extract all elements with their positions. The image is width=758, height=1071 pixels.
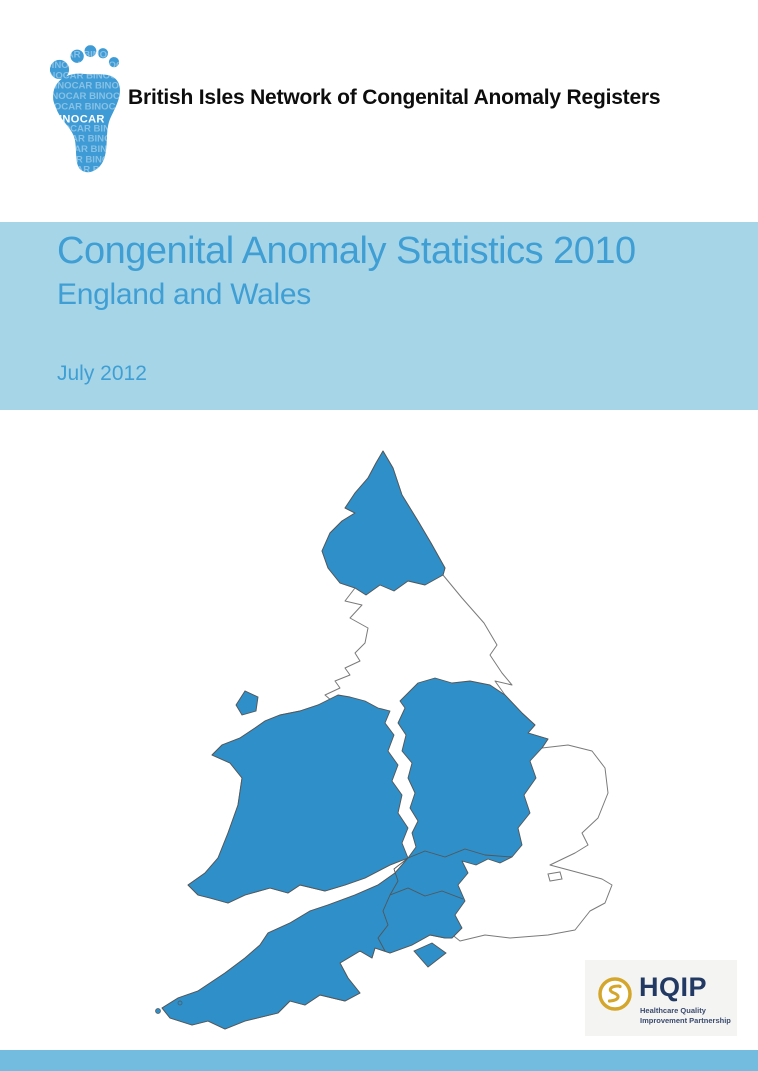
logo-pattern-text: BINOCAR BINOCAR	[39, 70, 131, 81]
logo-pattern-text: BINOCAR BINOCAR	[45, 60, 134, 71]
england-wales-map	[150, 433, 615, 1045]
report-title: Congenital Anomaly Statistics 2010	[57, 230, 636, 272]
logo-pattern-text: BINOCAR BINOCAR	[38, 154, 130, 165]
region-northern	[321, 450, 446, 596]
footer-bar	[0, 1050, 758, 1071]
logo-pattern-text: BINOCAR BINOCAR	[46, 123, 134, 134]
region-wales	[187, 694, 409, 904]
anglesey-island	[235, 690, 259, 716]
region-south-midlands	[161, 677, 549, 1030]
report-subtitle: England and Wales	[57, 278, 311, 311]
logo-pattern-text: BINOCAR BINOCAR	[43, 144, 134, 155]
binocar-footprint-logo: BINOCAR BINOCAR BINOCAR BINOCAR BINOCAR …	[38, 40, 134, 180]
logo-pattern-text: BINOCAR BINOCAR	[42, 91, 134, 102]
hqip-tagline: Healthcare Quality Improvement Partnersh…	[640, 1006, 731, 1026]
logo-main-text: BINOCAR	[51, 114, 105, 126]
hqip-acronym: HQIP	[639, 972, 708, 1002]
hqip-circle-icon	[597, 976, 633, 1012]
logo-pattern-text: BINOCAR BINOCAR	[38, 50, 128, 61]
sheppey-island	[547, 871, 563, 882]
logo-pattern-text: BINOCAR BINOCAR	[48, 81, 134, 92]
hqip-logo: HQIP Healthcare Quality Improvement Part…	[585, 960, 737, 1036]
hqip-tagline-line2: Improvement Partnership	[640, 1016, 731, 1025]
logo-pattern-text: BINOCAR BINOCAR	[38, 101, 129, 112]
organisation-title: British Isles Network of Congenital Anom…	[128, 86, 661, 109]
report-date: July 2012	[57, 362, 147, 385]
hqip-tagline-line1: Healthcare Quality	[640, 1006, 706, 1015]
isle-of-wight	[413, 942, 447, 968]
scilly-isles	[177, 1000, 183, 1006]
logo-pattern-text: BINOCAR BINOCAR	[45, 165, 134, 176]
region-internal-borders	[377, 848, 513, 952]
logo-pattern-text: BINOCAR BINOCAR	[40, 134, 132, 145]
title-banner: Congenital Anomaly Statistics 2010 Engla…	[0, 222, 758, 410]
england-wales-map-graphic	[155, 450, 613, 1030]
scilly-isles	[155, 1008, 161, 1014]
footprint-icon: BINOCAR BINOCAR BINOCAR BINOCAR BINOCAR …	[38, 45, 134, 176]
